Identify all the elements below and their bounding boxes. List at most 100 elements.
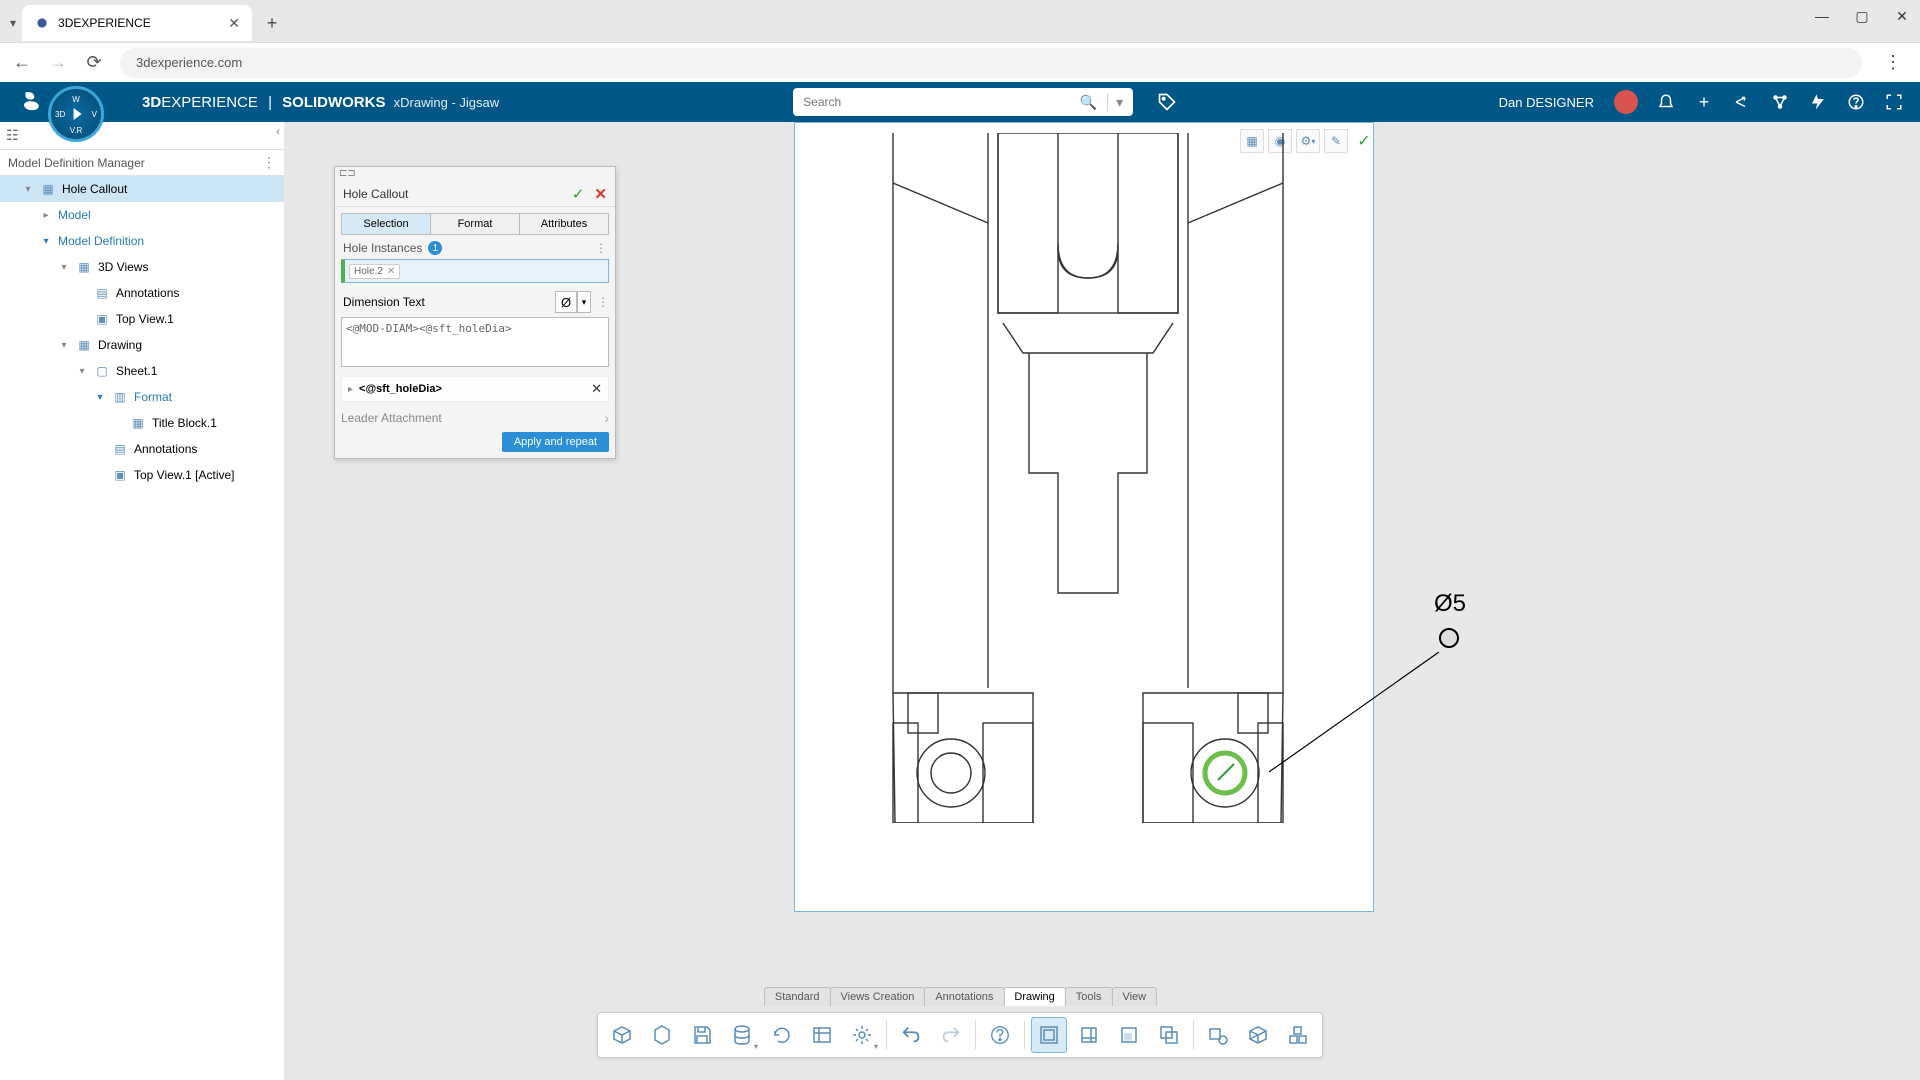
tree-model-definition[interactable]: ▾ Model Definition [0, 228, 284, 254]
bt-undo-icon[interactable] [893, 1017, 929, 1053]
search-icon[interactable]: 🔍 [1080, 94, 1097, 111]
bt-help-icon[interactable] [982, 1017, 1018, 1053]
brand-prefix: 3D [142, 94, 161, 111]
separator [975, 1020, 976, 1050]
chevron-down-icon[interactable]: ▾ [10, 16, 16, 30]
search-input[interactable] [803, 95, 1080, 109]
share-icon[interactable] [1732, 92, 1752, 112]
section-menu-icon[interactable]: ⋮ [595, 241, 607, 255]
back-button[interactable]: ← [12, 52, 32, 73]
search-box[interactable]: 🔍 ▾ [793, 88, 1133, 116]
tab-format[interactable]: Format [431, 213, 520, 235]
close-window-button[interactable]: ✕ [1892, 8, 1912, 25]
reload-button[interactable]: ⟳ [84, 52, 104, 73]
browser-menu-button[interactable]: ⋮ [1878, 52, 1908, 73]
bt-sheet2-icon[interactable] [1111, 1017, 1147, 1053]
flash-icon[interactable] [1808, 92, 1828, 112]
callout-end-circle[interactable] [1439, 628, 1459, 648]
sidebar-menu-icon[interactable]: ⋮ [262, 154, 276, 171]
bt-database-icon[interactable]: ▾ [724, 1017, 760, 1053]
tab-close-icon[interactable]: ✕ [228, 15, 240, 32]
tree-annotations-1[interactable]: ▤ Annotations [0, 280, 284, 306]
expression-row[interactable]: ▸ <@sft_holeDia> ✕ [341, 376, 609, 402]
drawing-sheet[interactable]: ▦ ◉ ⚙▾ ✎ ✓ [794, 122, 1374, 912]
network-icon[interactable] [1770, 92, 1790, 112]
compass-widget[interactable]: W 3D V V.R [48, 86, 104, 142]
btab-standard[interactable]: Standard [764, 987, 831, 1006]
tree-sheet-1[interactable]: ▾▢ Sheet.1 [0, 358, 284, 384]
tree-model[interactable]: ▸ Model [0, 202, 284, 228]
tree-hole-callout[interactable]: ▾▦ Hole Callout [0, 176, 284, 202]
bt-gear-icon[interactable]: ▾ [844, 1017, 880, 1053]
btab-tools[interactable]: Tools [1065, 987, 1113, 1006]
tree-3d-views[interactable]: ▾▦ 3D Views [0, 254, 284, 280]
instance-chip[interactable]: Hole.2 ✕ [349, 264, 400, 279]
chip-remove-icon[interactable]: ✕ [387, 266, 395, 277]
tab-attributes[interactable]: Attributes [520, 213, 609, 235]
tree-drawing[interactable]: ▾▦ Drawing [0, 332, 284, 358]
bt-refresh-icon[interactable] [764, 1017, 800, 1053]
tag-icon[interactable] [1157, 92, 1177, 112]
tab-selection[interactable]: Selection [341, 213, 431, 235]
bt-assembly-icon[interactable] [1280, 1017, 1316, 1053]
tree-label: Hole Callout [62, 182, 127, 196]
bt-multisheet-icon[interactable] [1151, 1017, 1187, 1053]
selected-hole[interactable] [1205, 753, 1245, 793]
help-icon[interactable] [1846, 92, 1866, 112]
bt-wireframe-icon[interactable] [1240, 1017, 1276, 1053]
bt-redo-icon[interactable] [933, 1017, 969, 1053]
bt-link-icon[interactable] [1200, 1017, 1236, 1053]
expand-icon[interactable]: ▸ [348, 384, 353, 395]
btab-views[interactable]: Views Creation [830, 987, 926, 1006]
collapse-sidebar-icon[interactable]: ‹ [276, 124, 280, 138]
browser-tab[interactable]: 3DEXPERIENCE ✕ [22, 5, 252, 41]
user-name[interactable]: Dan DESIGNER [1499, 95, 1594, 110]
new-tab-button[interactable]: + [258, 9, 286, 37]
btab-view[interactable]: View [1111, 987, 1157, 1006]
btab-drawing[interactable]: Drawing [1003, 987, 1065, 1006]
brand-text: 3DEXPERIENCE | SOLIDWORKS xDrawing - Jig… [142, 94, 499, 111]
confirm-icon[interactable]: ✓ [572, 185, 585, 203]
forward-button[interactable]: → [48, 52, 68, 73]
leader-label: Leader Attachment [341, 411, 442, 425]
dimtext-menu-icon[interactable]: ⋮ [597, 295, 609, 309]
bt-sheet1-icon[interactable] [1071, 1017, 1107, 1053]
minimize-button[interactable]: — [1812, 8, 1832, 25]
tree-topview-active[interactable]: ▣ Top View.1 [Active] [0, 462, 284, 488]
panel-header[interactable]: Hole Callout ✓ ✕ [335, 181, 615, 207]
panel-grip-icon[interactable]: ⊏⊐ [339, 168, 356, 180]
tree-titleblock[interactable]: ▦ Title Block.1 [0, 410, 284, 436]
dimension-text-input[interactable] [341, 317, 609, 367]
tree-icon[interactable]: ☷ [6, 127, 19, 144]
notification-icon[interactable] [1656, 92, 1676, 112]
apply-repeat-button[interactable]: Apply and repeat [502, 432, 609, 452]
btab-annotations[interactable]: Annotations [924, 987, 1004, 1006]
maximize-button[interactable]: ▢ [1852, 8, 1872, 25]
instance-selection-box[interactable]: Hole.2 ✕ [341, 259, 609, 283]
tree-annotations-2[interactable]: ▤ Annotations [0, 436, 284, 462]
cancel-icon[interactable]: ✕ [594, 185, 607, 203]
drawing-icon: ▦ [76, 337, 92, 353]
bt-drawing-icon[interactable] [1031, 1017, 1067, 1053]
fullscreen-icon[interactable] [1884, 92, 1904, 112]
expression-remove-icon[interactable]: ✕ [591, 381, 602, 397]
tree-label: Annotations [134, 442, 197, 456]
vt-confirm-icon[interactable]: ✓ [1352, 129, 1376, 153]
section-label-text: Hole Instances [343, 241, 422, 255]
annotation-icon: ▤ [94, 285, 110, 301]
bt-box-icon[interactable] [644, 1017, 680, 1053]
tree-format[interactable]: ▾▥ Format [0, 384, 284, 410]
diameter-symbol-button[interactable]: Ø [555, 291, 577, 313]
ds-logo-icon[interactable] [16, 86, 48, 118]
hole-callout-label[interactable]: Ø5 [1434, 590, 1466, 618]
tree-topview-1[interactable]: ▣ Top View.1 [0, 306, 284, 332]
bt-save-icon[interactable] [684, 1017, 720, 1053]
bt-cube-icon[interactable] [604, 1017, 640, 1053]
search-dropdown-icon[interactable]: ▾ [1107, 94, 1123, 111]
url-field[interactable]: 3dexperience.com [120, 48, 1862, 78]
diameter-dropdown-icon[interactable]: ▾ [577, 291, 591, 313]
avatar[interactable] [1614, 90, 1638, 114]
add-icon[interactable]: + [1694, 92, 1714, 112]
leader-attachment-row[interactable]: Leader Attachment › [341, 410, 609, 426]
bt-props-icon[interactable] [804, 1017, 840, 1053]
